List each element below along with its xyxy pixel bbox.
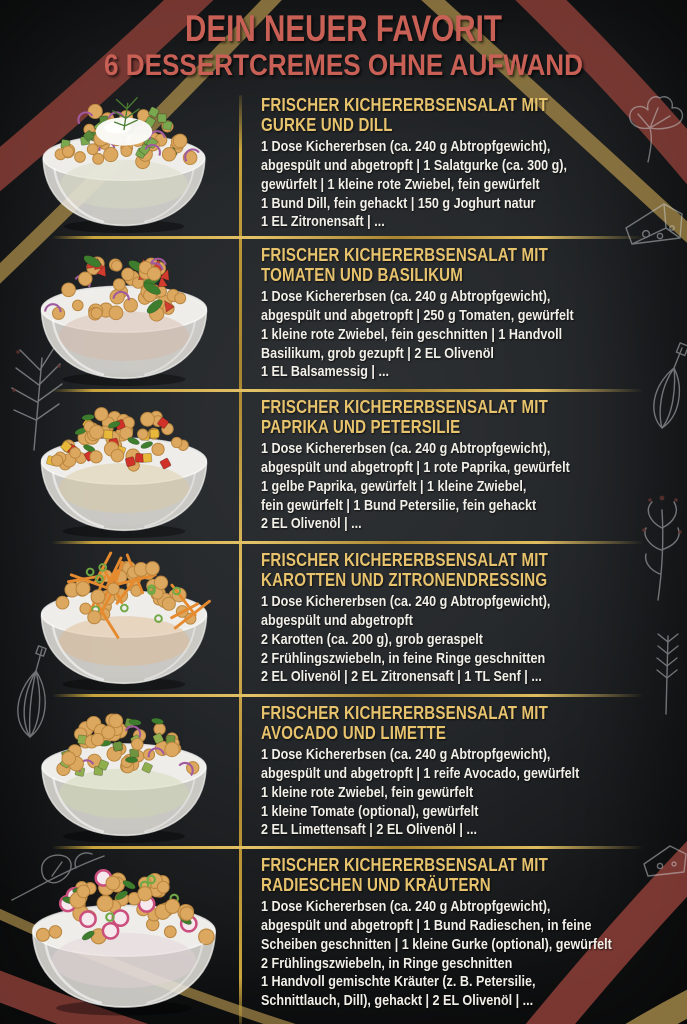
recipe-text: FRISCHER KICHERERBSENSALAT MIT PAPRIKA U… [261, 397, 681, 534]
recipe-ingredients: 1 Dose Kichererbsen (ca. 240 g Abtropfge… [261, 138, 567, 231]
recipe-text: FRISCHER KICHERERBSENSALAT MIT TOMATEN U… [261, 245, 681, 382]
salad-bowl-image [18, 700, 230, 848]
section-divider [52, 694, 644, 697]
recipe-row: FRISCHER KICHERERBSENSALAT MIT TOMATEN U… [0, 240, 687, 390]
salad-bowl-illustration [40, 551, 211, 691]
recipe-text: FRISCHER KICHERERBSENSALAT MIT KAROTTEN … [261, 550, 681, 687]
recipe-row: FRISCHER KICHERERBSENSALAT MIT KAROTTEN … [0, 545, 687, 695]
recipe-title: FRISCHER KICHERERBSENSALAT MIT GURKE UND… [261, 95, 549, 136]
recipe-ingredients: 1 Dose Kichererbsen (ca. 240 g Abtropfge… [261, 898, 612, 1010]
recipe-row: FRISCHER KICHERERBSENSALAT MIT RADIESCHE… [0, 850, 687, 1024]
salad-bowl-image [18, 852, 230, 1024]
section-divider [52, 389, 644, 392]
recipe-text: FRISCHER KICHERERBSENSALAT MIT AVOCADO U… [261, 703, 681, 840]
header: DEIN NEUER FAVORIT 6 DESSERTCREMES OHNE … [0, 8, 687, 82]
salad-bowl-image [18, 547, 230, 696]
page-subtitle: 6 DESSERTCREMES OHNE AUFWAND [103, 48, 584, 82]
recipe-text: FRISCHER KICHERERBSENSALAT MIT RADIESCHE… [261, 855, 681, 1011]
recipe-ingredients: 1 Dose Kichererbsen (ca. 240 g Abtropfge… [261, 440, 570, 533]
section-divider [52, 236, 644, 239]
salad-bowl-illustration [40, 407, 208, 538]
recipe-title: FRISCHER KICHERERBSENSALAT MIT PAPRIKA U… [261, 397, 549, 438]
page-title: DEIN NEUER FAVORIT [185, 8, 502, 49]
salad-bowl-image [18, 92, 230, 238]
recipe-ingredients: 1 Dose Kichererbsen (ca. 240 g Abtropfge… [261, 746, 580, 839]
vertical-gold-rule [239, 95, 242, 1024]
recipe-title: FRISCHER KICHERERBSENSALAT MIT AVOCADO U… [261, 703, 549, 744]
recipe-text: FRISCHER KICHERERBSENSALAT MIT GURKE UND… [261, 95, 681, 232]
section-divider [52, 846, 644, 849]
recipe-row: FRISCHER KICHERERBSENSALAT MIT GURKE UND… [0, 90, 687, 237]
recipe-row: FRISCHER KICHERERBSENSALAT MIT PAPRIKA U… [0, 392, 687, 542]
recipe-ingredients: 1 Dose Kichererbsen (ca. 240 g Abtropfge… [261, 288, 574, 381]
salad-bowl-image [18, 394, 230, 543]
salad-bowl-illustration [31, 869, 217, 1016]
recipe-row: FRISCHER KICHERERBSENSALAT MIT AVOCADO U… [0, 698, 687, 847]
salad-bowl-illustration [42, 96, 206, 233]
salad-bowl-illustration [41, 713, 207, 843]
section-divider [52, 541, 644, 544]
salad-bowl-illustration [40, 255, 208, 386]
recipe-title: FRISCHER KICHERERBSENSALAT MIT TOMATEN U… [261, 245, 549, 286]
salad-bowl-image [18, 242, 230, 391]
recipe-title: FRISCHER KICHERERBSENSALAT MIT RADIESCHE… [261, 855, 549, 896]
recipe-title: FRISCHER KICHERERBSENSALAT MIT KAROTTEN … [261, 550, 549, 591]
recipe-ingredients: 1 Dose Kichererbsen (ca. 240 g Abtropfge… [261, 593, 551, 686]
